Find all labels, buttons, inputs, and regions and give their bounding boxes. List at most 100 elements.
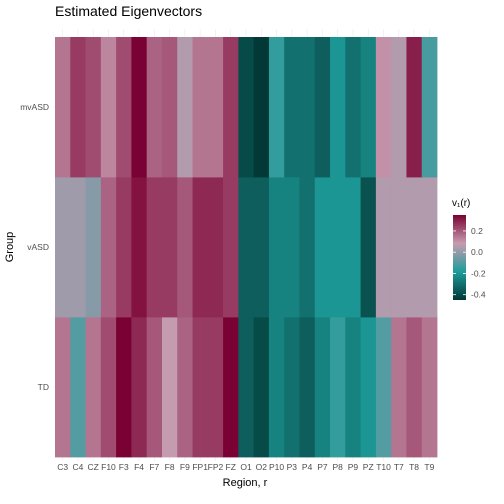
heatmap-cell-TD-CZ: [85, 317, 102, 458]
heatmap-cell-TD-F3: [116, 317, 132, 458]
colorbar-tick-label: 0.0: [471, 247, 483, 257]
x-tick-label: T8: [409, 462, 419, 472]
heatmap-cell-mvASD-PZ: [360, 37, 377, 178]
heatmap-cell-vASD-FP1: [192, 177, 209, 318]
colorbar-tick-label: -0.2: [471, 268, 486, 278]
heatmap-cell-TD-O1: [238, 317, 255, 458]
colorbar-gradient: [453, 215, 466, 300]
heatmap-cell-mvASD-C4: [70, 37, 86, 178]
x-tick-label: CZ: [88, 462, 99, 472]
heatmap-cell-TD-FP2: [207, 317, 224, 458]
heatmap-cell-TD-FZ: [223, 317, 239, 458]
x-tick-label: FP1: [192, 462, 208, 472]
heatmap-cell-mvASD-F3: [116, 37, 132, 178]
x-tick-label: F8: [165, 462, 175, 472]
heatmap-cell-vASD-F9: [177, 177, 193, 318]
heatmap-cell-vASD-P10: [268, 177, 285, 318]
heatmap-cell-mvASD-FZ: [223, 37, 239, 178]
x-tick-label: PZ: [363, 462, 374, 472]
colorbar-tick-label: -0.4: [471, 290, 486, 300]
heatmap-cell-vASD-FZ: [223, 177, 239, 318]
heatmap-cell-vASD-T8: [406, 177, 423, 318]
colorbar-tick-label: 0.2: [471, 226, 483, 236]
heatmap-cell-mvASD-T10: [375, 37, 392, 178]
heatmap-cell-TD-C3: [55, 317, 71, 458]
colorbar-legend: v₁(r) 0.2 0.0 -0.2 -0.4: [452, 198, 486, 300]
heatmap-cell-vASD-F8: [161, 177, 178, 318]
x-tick-label: T9: [424, 462, 434, 472]
heatmap-cell-vASD-F4: [131, 177, 148, 318]
x-tick-label: F3: [119, 462, 129, 472]
heatmap-cell-TD-PZ: [360, 317, 377, 458]
heatmap-cell-mvASD-FP1: [192, 37, 209, 178]
heatmap-cell-mvASD-CZ: [85, 37, 102, 178]
heatmap-cell-TD-P7: [314, 317, 331, 458]
heatmap-cell-TD-P8: [330, 317, 346, 458]
x-tick-label: FZ: [226, 462, 236, 472]
heatmap-cell-vASD-O1: [238, 177, 255, 318]
heatmap-cell-mvASD-F7: [146, 37, 163, 178]
heatmap-cell-TD-P3: [284, 317, 300, 458]
heatmap-cell-mvASD-P8: [330, 37, 346, 178]
heatmap-cell-TD-T7: [391, 317, 407, 458]
heatmap-cell-mvASD-P3: [284, 37, 300, 178]
heatmap-cell-vASD-P8: [330, 177, 346, 318]
y-tick-label: vASD: [27, 242, 49, 252]
heatmap-cell-mvASD-O1: [238, 37, 255, 178]
heatmap-cell-vASD-P9: [345, 177, 361, 318]
heatmap-cell-vASD-FP2: [207, 177, 224, 318]
heatmap-cell-TD-F4: [131, 317, 148, 458]
heatmap-cell-mvASD-P9: [345, 37, 361, 178]
heatmap-cell-TD-T10: [375, 317, 392, 458]
x-tick-label: T10: [376, 462, 391, 472]
x-tick-label: O2: [256, 462, 268, 472]
heatmap-cell-TD-P4: [299, 317, 316, 458]
heatmap-cell-TD-T8: [406, 317, 423, 458]
heatmap-cell-mvASD-T9: [421, 37, 438, 178]
heatmap-cell-mvASD-P10: [268, 37, 285, 178]
heatmap-cell-vASD-T7: [391, 177, 407, 318]
heatmap-cell-vASD-C3: [55, 177, 71, 318]
heatmap-cell-vASD-F7: [146, 177, 163, 318]
heatmap-cell-vASD-F3: [116, 177, 132, 318]
heatmap-cell-mvASD-F10: [100, 37, 117, 178]
x-tick-label: F4: [134, 462, 144, 472]
heatmap-cell-TD-FP1: [192, 317, 209, 458]
x-tick-label: P7: [317, 462, 328, 472]
y-tick-label: mvASD: [20, 102, 49, 112]
x-axis-title: Region, r: [223, 477, 268, 489]
heatmap-cell-TD-O2: [253, 317, 270, 458]
x-tick-label: F7: [149, 462, 159, 472]
chart-title: Estimated Eigenvectors: [55, 3, 202, 19]
x-tick-label: P9: [348, 462, 359, 472]
heatmap-cell-vASD-PZ: [360, 177, 377, 318]
x-tick-label: O1: [240, 462, 252, 472]
y-tick-labels: TD vASD mvASD: [20, 102, 49, 392]
heatmap-cell-TD-F10: [100, 317, 117, 458]
x-tick-label: C4: [72, 462, 83, 472]
heatmap-cell-TD-T9: [421, 317, 438, 458]
heatmap-cell-TD-F9: [177, 317, 193, 458]
heatmap-cell-vASD-C4: [70, 177, 86, 318]
x-tick-label: P10: [269, 462, 284, 472]
x-tick-label: P8: [332, 462, 343, 472]
heatmap-cell-mvASD-P7: [314, 37, 331, 178]
x-tick-labels: C3 C4 CZ F10 F3 F4 F7 F8 F9 FP1 FP2 FZ O1 O2 P10 P3 P4 P7…: [57, 462, 434, 472]
heatmap-cell-mvASD-P4: [299, 37, 316, 178]
heatmap-cell-mvASD-F8: [161, 37, 178, 178]
heatmap-cell-mvASD-F9: [177, 37, 193, 178]
y-tick-label: TD: [38, 382, 49, 392]
heatmap-cell-TD-P9: [345, 317, 361, 458]
x-tick-label: T7: [394, 462, 404, 472]
x-tick-label: C3: [57, 462, 68, 472]
heatmap-cells: [55, 37, 438, 458]
heatmap-cell-mvASD-T7: [391, 37, 407, 178]
heatmap-cell-mvASD-T8: [406, 37, 423, 178]
heatmap-cell-mvASD-FP2: [207, 37, 224, 178]
heatmap-cell-vASD-T9: [421, 177, 438, 318]
heatmap-cell-TD-P10: [268, 317, 285, 458]
heatmap-cell-TD-F7: [146, 317, 163, 458]
heatmap-cell-vASD-P3: [284, 177, 300, 318]
x-tick-label: F9: [180, 462, 190, 472]
heatmap-cell-vASD-F10: [100, 177, 117, 318]
